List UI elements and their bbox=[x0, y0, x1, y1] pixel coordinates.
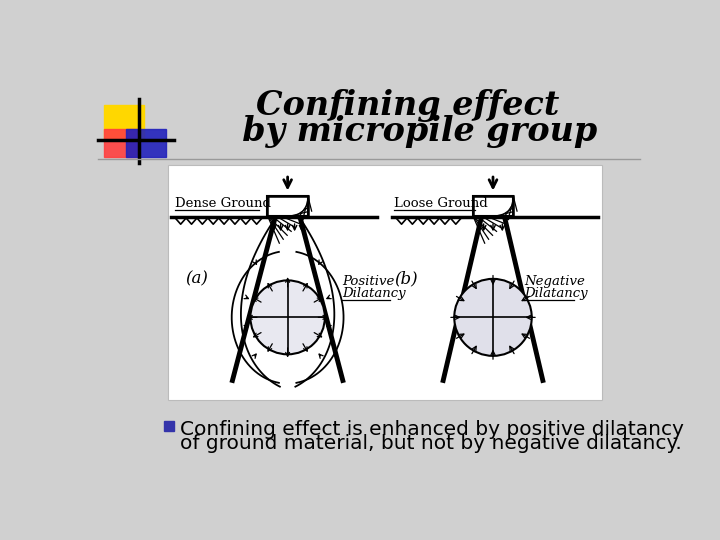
Text: Dense Ground: Dense Ground bbox=[175, 197, 271, 210]
Text: Dilatancy: Dilatancy bbox=[342, 287, 405, 300]
Text: Loose Ground: Loose Ground bbox=[394, 197, 487, 210]
Text: Confining effect is enhanced by positive dilatancy: Confining effect is enhanced by positive… bbox=[180, 420, 684, 439]
Text: Dilatancy: Dilatancy bbox=[524, 287, 588, 300]
Bar bbox=[168, 165, 601, 400]
Circle shape bbox=[251, 280, 325, 354]
Bar bbox=[473, 195, 513, 215]
Text: Negative: Negative bbox=[524, 275, 585, 288]
Text: of ground material, but not by negative dilatancy.: of ground material, but not by negative … bbox=[180, 434, 682, 454]
Bar bbox=[126, 130, 166, 157]
Text: Positive: Positive bbox=[342, 275, 395, 288]
Bar bbox=[473, 195, 513, 215]
Bar bbox=[267, 195, 307, 215]
Text: Confining effect: Confining effect bbox=[256, 90, 559, 123]
Text: (a): (a) bbox=[186, 271, 208, 287]
Text: (b): (b) bbox=[395, 271, 418, 287]
Bar bbox=[163, 421, 174, 430]
Text: by micropile group: by micropile group bbox=[219, 115, 597, 148]
Bar bbox=[104, 105, 144, 139]
Bar bbox=[104, 130, 137, 157]
Bar bbox=[267, 195, 307, 215]
Circle shape bbox=[454, 279, 532, 356]
